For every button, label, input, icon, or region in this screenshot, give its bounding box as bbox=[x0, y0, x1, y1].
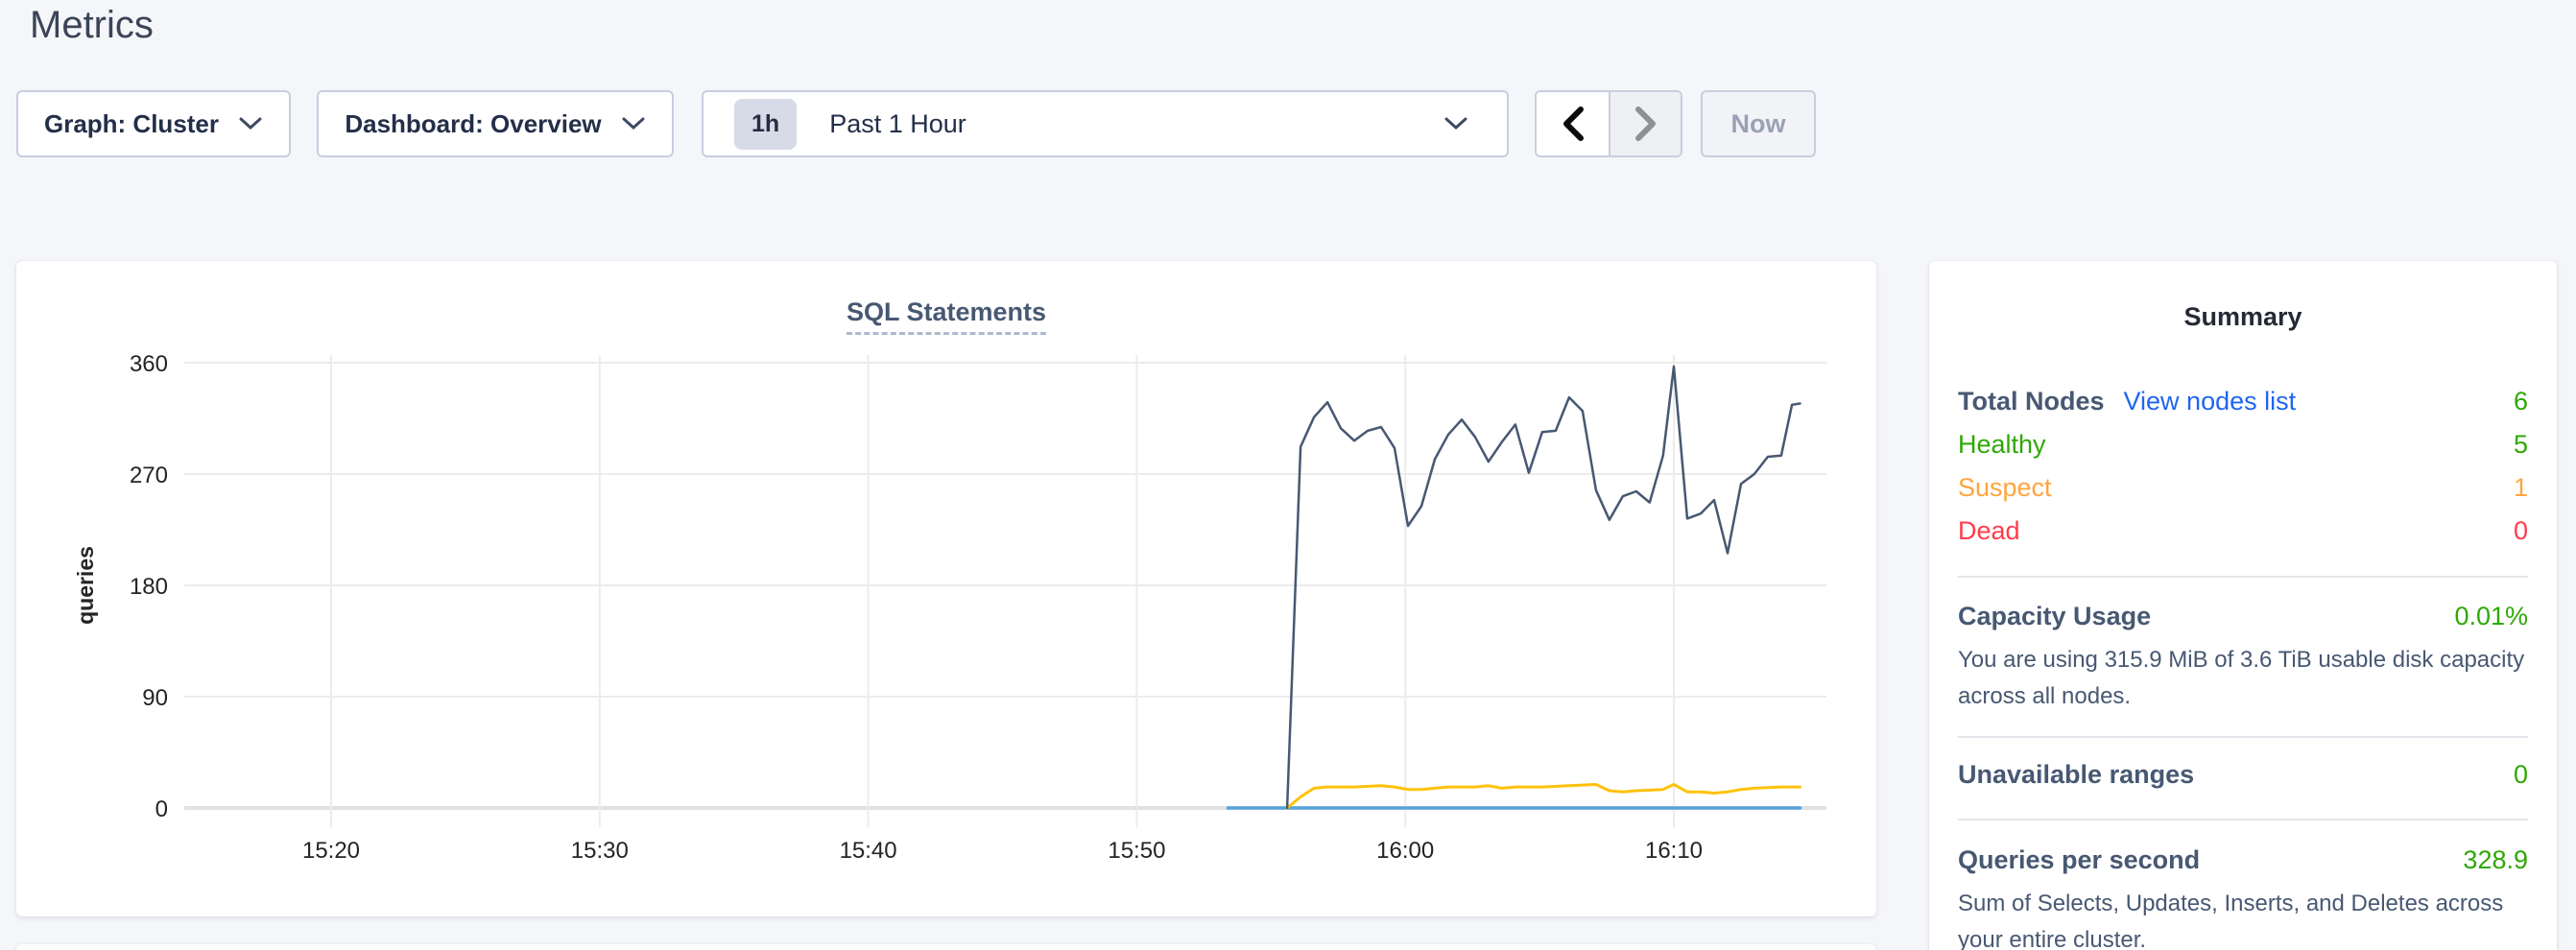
svg-text:15:30: 15:30 bbox=[571, 838, 629, 864]
healthy-nodes-row: Healthy 5 bbox=[1958, 423, 2528, 466]
suspect-nodes-row: Suspect 1 bbox=[1958, 466, 2528, 510]
dead-value: 0 bbox=[2513, 516, 2528, 545]
time-range-label: Past 1 Hour bbox=[829, 108, 966, 138]
capacity-usage-description: You are using 315.9 MiB of 3.6 TiB usabl… bbox=[1958, 647, 2525, 709]
dark-navy-line bbox=[1285, 365, 1801, 810]
sql-statements-chart-plot[interactable]: 0 90 180 270 360 15:20 15:30 15:40 15:50 16:00 16:… bbox=[16, 261, 1876, 916]
chevron-down-icon bbox=[239, 117, 262, 131]
view-nodes-list-link[interactable]: View nodes list bbox=[2123, 387, 2297, 416]
graph-dropdown-label: Graph: Cluster bbox=[43, 108, 220, 138]
total-nodes-value: 6 bbox=[2513, 387, 2528, 416]
prev-time-button[interactable] bbox=[1537, 92, 1609, 155]
svg-text:270: 270 bbox=[130, 463, 168, 488]
svg-text:90: 90 bbox=[142, 685, 168, 711]
dashboard-dropdown[interactable]: Dashboard: Overview bbox=[317, 90, 674, 157]
svg-text:15:20: 15:20 bbox=[302, 838, 360, 864]
healthy-label: Healthy bbox=[1958, 430, 2046, 459]
svg-text:15:40: 15:40 bbox=[840, 838, 897, 864]
graph-dropdown[interactable]: Graph: Cluster bbox=[16, 90, 291, 157]
next-time-button[interactable] bbox=[1609, 92, 1681, 155]
summary-divider bbox=[1958, 576, 2528, 578]
time-range-badge: 1h bbox=[734, 98, 798, 150]
capacity-usage-label: Capacity Usage bbox=[1958, 602, 2152, 630]
unavailable-ranges-row: Unavailable ranges 0 bbox=[1958, 753, 2528, 796]
unavailable-ranges-label: Unavailable ranges bbox=[1958, 760, 2195, 789]
dashboard-dropdown-label: Dashboard: Overview bbox=[345, 108, 602, 138]
summary-title: Summary bbox=[2183, 302, 2302, 331]
capacity-usage-row: Capacity Usage 0.01% bbox=[1958, 595, 2528, 638]
chevron-down-icon bbox=[1444, 117, 1467, 131]
time-range-dropdown[interactable]: 1h Past 1 Hour bbox=[702, 90, 1509, 157]
chevron-down-icon bbox=[622, 117, 645, 131]
queries-per-second-row: Queries per second 328.9 bbox=[1958, 839, 2528, 882]
svg-text:16:00: 16:00 bbox=[1376, 838, 1434, 864]
yellow-line bbox=[1285, 783, 1801, 810]
now-button[interactable]: Now bbox=[1701, 90, 1816, 157]
summary-divider bbox=[1958, 736, 2528, 738]
y-axis-title: queries bbox=[73, 546, 98, 625]
capacity-usage-value: 0.01% bbox=[2454, 602, 2528, 630]
page-title: Metrics bbox=[30, 4, 154, 46]
summary-panel: Summary Total Nodes View nodes list 6 He… bbox=[1929, 261, 2557, 950]
queries-per-second-value: 328.9 bbox=[2463, 845, 2528, 874]
chart-title[interactable]: SQL Statements bbox=[846, 297, 1047, 335]
svg-text:16:10: 16:10 bbox=[1645, 838, 1703, 864]
chevron-right-icon bbox=[1634, 107, 1656, 141]
queries-per-second-description: Sum of Selects, Updates, Inserts, and De… bbox=[1958, 891, 2504, 950]
suspect-label: Suspect bbox=[1958, 473, 2052, 502]
svg-text:180: 180 bbox=[130, 574, 168, 600]
suspect-value: 1 bbox=[2513, 473, 2528, 502]
unavailable-ranges-value: 0 bbox=[2513, 760, 2528, 789]
queries-per-second-label: Queries per second bbox=[1958, 845, 2201, 874]
summary-divider bbox=[1958, 819, 2528, 820]
total-nodes-label: Total Nodes bbox=[1958, 387, 2105, 416]
chevron-left-icon bbox=[1562, 107, 1584, 141]
total-nodes-row: Total Nodes View nodes list 6 bbox=[1958, 380, 2528, 423]
sql-statements-chart-card: SQL Statements 0 90 180 270 360 15:20 15:30 15:… bbox=[16, 261, 1876, 916]
svg-text:360: 360 bbox=[130, 351, 168, 377]
partial-next-chart-card bbox=[16, 944, 1876, 950]
svg-text:15:50: 15:50 bbox=[1108, 838, 1165, 864]
dead-nodes-row: Dead 0 bbox=[1958, 510, 2528, 553]
dead-label: Dead bbox=[1958, 516, 2020, 545]
time-step-button-group bbox=[1535, 90, 1682, 157]
svg-text:0: 0 bbox=[155, 796, 168, 822]
healthy-value: 5 bbox=[2513, 430, 2528, 459]
